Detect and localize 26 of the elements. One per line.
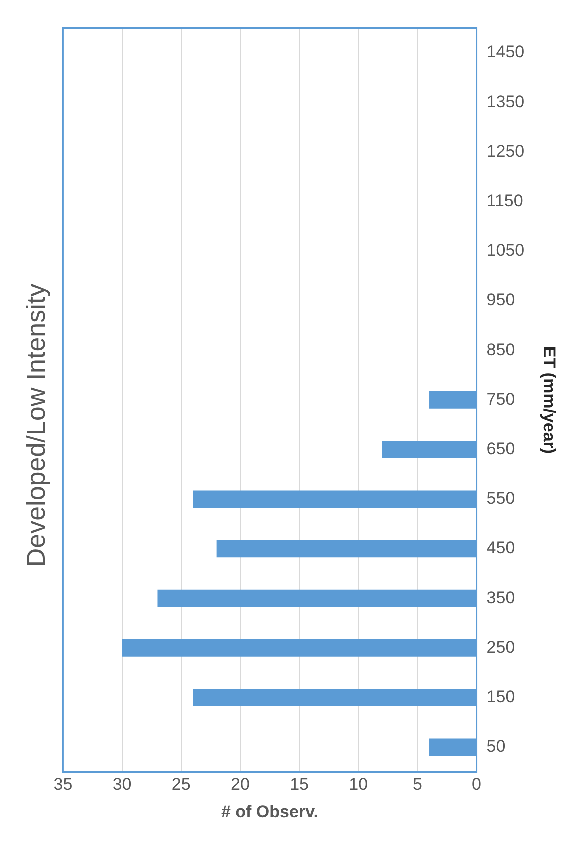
y-tick-label: 1450 <box>486 42 525 62</box>
y-tick-label: 250 <box>486 638 516 657</box>
x-axis-title: # of Observ. <box>221 802 318 822</box>
x-tick-label: 10 <box>349 775 368 794</box>
x-tick-label: 30 <box>112 775 132 794</box>
y-tick-label: 1250 <box>486 142 525 161</box>
y-tick-label: 850 <box>486 340 516 360</box>
y-tick-label: 1050 <box>486 241 525 260</box>
y-tick-label: 950 <box>486 290 516 310</box>
x-tick-label: 25 <box>172 775 191 794</box>
y-tick-label: 350 <box>486 588 516 608</box>
y-tick-label: 750 <box>486 390 516 409</box>
y-tick-label: 150 <box>486 687 516 706</box>
y-axis-title: ET (mm/year) <box>540 346 560 454</box>
y-tick-label: 1150 <box>486 191 524 210</box>
x-tick-label: 20 <box>230 775 250 794</box>
x-tick-label: 5 <box>412 775 422 794</box>
y-tick-label: 50 <box>486 737 506 756</box>
y-tick-label: 650 <box>486 439 516 458</box>
y-tick-label: 1350 <box>486 92 525 112</box>
x-tick-label: 0 <box>472 775 482 794</box>
y-tick-label: 550 <box>486 489 516 508</box>
text: Developed/Low Intensity <box>20 284 51 568</box>
x-tick-label: 15 <box>290 775 309 794</box>
x-tick-label: 35 <box>54 775 73 794</box>
y-tick-label: 450 <box>486 538 516 558</box>
